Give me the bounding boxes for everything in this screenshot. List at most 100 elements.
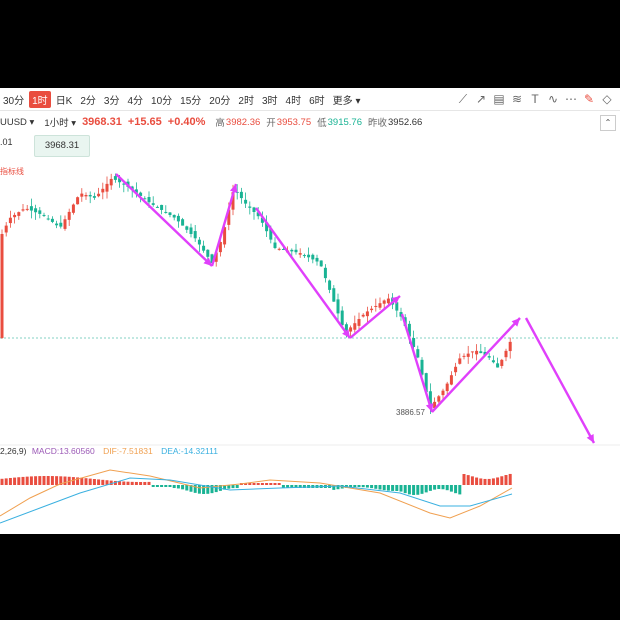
macd-bar-115 [483, 478, 487, 485]
candle-body-65 [273, 242, 277, 248]
macd-bar-68 [286, 485, 290, 488]
open-label: 开 [266, 118, 276, 129]
macd-bar-91 [382, 485, 386, 491]
macd-bar-71 [298, 485, 302, 488]
candle-body-110 [462, 355, 466, 357]
macd-params: 2,26,9) [0, 446, 27, 456]
candle-body-99 [416, 349, 420, 358]
low-marker-label: 3886.57 [396, 408, 425, 417]
macd-bar-62 [260, 483, 264, 485]
macd-bar-15 [63, 476, 67, 485]
more-tools-icon[interactable]: ⋯ [565, 92, 577, 106]
timeframe-1[interactable]: 1时 [29, 90, 51, 108]
macd-bar-40 [168, 485, 172, 487]
macd-bar-86 [361, 485, 365, 488]
candle-body-35 [147, 197, 151, 203]
macd-bar-47 [197, 485, 201, 494]
arrow-line-3 [349, 295, 401, 339]
line-tool-icon[interactable]: ⟋ [458, 91, 468, 106]
timeframe-2[interactable]: 日K [55, 95, 73, 107]
candle-body-9 [38, 210, 42, 214]
candle-body-72 [302, 255, 306, 257]
eraser-icon[interactable]: ◇ [602, 92, 612, 106]
candlestick-chart[interactable]: 3886.57 [0, 88, 620, 534]
wave-tool-icon[interactable]: ∿ [547, 92, 559, 106]
timeframe-13[interactable]: 更多 ▾ [332, 95, 361, 107]
macd-bar-39 [164, 485, 168, 487]
candle-body-108 [454, 366, 458, 373]
candle-body-29 [122, 183, 126, 185]
macd-bar-69 [290, 485, 294, 488]
arrow-line-1 [210, 183, 238, 267]
candle-body-71 [298, 253, 302, 255]
candle-body-89 [374, 305, 378, 307]
timeframe-0[interactable]: 30分 [3, 95, 25, 107]
macd-bar-48 [202, 485, 206, 494]
macd-bar-104 [437, 485, 441, 490]
candle-body-49 [206, 249, 210, 257]
timeframe-10[interactable]: 3时 [261, 95, 278, 107]
step-value[interactable]: .01 [0, 137, 13, 147]
macd-bar-29 [122, 481, 126, 485]
candle-body-7 [29, 206, 33, 211]
macd-bar-19 [80, 477, 84, 485]
candle-body-10 [42, 214, 46, 216]
macd-bar-45 [189, 485, 193, 492]
candle-body-55 [231, 192, 235, 210]
timeframe-9[interactable]: 2时 [238, 95, 254, 107]
price-input[interactable]: 3968.31 [34, 135, 90, 157]
indicator-link[interactable]: 指标线 [0, 167, 24, 176]
ray-tool-icon[interactable]: ↗ [475, 92, 487, 106]
arrow-line-5 [431, 317, 521, 413]
macd-bar-11 [46, 476, 50, 485]
prev-close-label: 昨收 [367, 118, 387, 129]
timeframe-6[interactable]: 10分 [151, 95, 173, 107]
symbol-selector[interactable]: UUSD ▾ [0, 116, 35, 128]
candle-body-2 [8, 217, 12, 224]
candle-body-75 [315, 257, 319, 262]
channel-tool-icon[interactable]: ▤ [493, 92, 505, 106]
timeframe-3[interactable]: 2分 [80, 95, 96, 107]
timeframe-7[interactable]: 15分 [180, 95, 202, 107]
collapse-icon[interactable]: ⌃ [600, 115, 616, 131]
macd-bar-17 [71, 477, 75, 485]
annotation-arrows [115, 173, 596, 444]
macd-bar-92 [386, 485, 390, 491]
fib-tool-icon[interactable]: ≋ [511, 92, 523, 106]
period-selector[interactable]: 1小时 ▾ [44, 118, 77, 129]
timeframe-12[interactable]: 6时 [309, 95, 325, 107]
candle-body-83 [349, 327, 353, 332]
macd-bar-33 [139, 481, 143, 485]
macd-bar-83 [349, 485, 353, 488]
candle-body-91 [382, 300, 386, 304]
candle-body-45 [189, 227, 193, 234]
timeframe-5[interactable]: 4分 [127, 95, 144, 107]
arrow-head-4 [425, 403, 434, 412]
candle-body-114 [479, 351, 483, 354]
candle-body-103 [433, 401, 437, 409]
macd-bar-100 [420, 485, 424, 494]
text-tool-icon[interactable]: T [531, 92, 539, 106]
macd-bar-44 [185, 485, 189, 491]
candle-body-33 [139, 192, 143, 196]
edit-icon[interactable]: ✎ [583, 92, 595, 106]
prev-close-value: 3952.66 [388, 116, 423, 128]
candle-body-82 [344, 324, 348, 332]
candle-body-38 [160, 204, 164, 210]
timeframe-4[interactable]: 3分 [103, 95, 120, 107]
candle-body-15 [63, 219, 67, 229]
candle-body-34 [143, 198, 147, 200]
candle-body-46 [193, 231, 197, 239]
dea-line [0, 477, 513, 524]
candle-body-47 [197, 239, 201, 245]
candle-body-42 [176, 215, 180, 222]
candle-body-27 [113, 176, 117, 180]
candle-body-11 [46, 218, 50, 220]
timeframe-11[interactable]: 4时 [285, 95, 302, 107]
dif-line [0, 469, 513, 519]
timeframe-8[interactable]: 20分 [209, 95, 231, 107]
candle-body-105 [441, 390, 445, 396]
candle-body-57 [239, 191, 243, 199]
macd-legend: 2,26,9) MACD:13.60560 DIF:-7.51831 DEA:-… [0, 446, 218, 456]
macd-bar-2 [8, 477, 12, 485]
